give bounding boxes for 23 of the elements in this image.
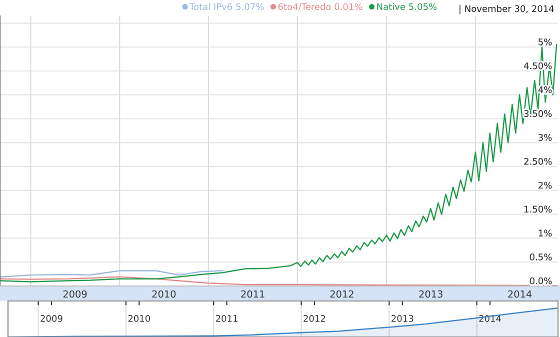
x-tick-label: 2012 (330, 290, 354, 298)
y-tick-label: 2% (538, 182, 552, 189)
x-tick-label: 2010 (152, 290, 176, 298)
legend-label: 6to4/Teredo 0.01% (278, 3, 362, 11)
y-tick-label: 2.50% (524, 158, 552, 165)
legend-label: Native 5.05% (377, 3, 437, 10)
legend-label: Total IPv6 5.07% (190, 3, 264, 10)
x-tick-label: 2011 (241, 290, 264, 298)
x-tick-label: 2013 (419, 290, 442, 298)
x-tick-label: 2010 (128, 315, 150, 322)
y-tick-label: 3% (538, 134, 552, 141)
x-tick-label: 2011 (216, 315, 238, 322)
x-tick-label: 2009 (40, 315, 62, 322)
x-tick-label: 2014 (508, 290, 532, 298)
x-tick-label: 2013 (392, 315, 414, 322)
x-tick-label: 2012 (304, 315, 326, 322)
x-tick-label: 2009 (63, 290, 87, 298)
y-tick-label: 5% (538, 38, 552, 46)
text: | November 30, 2014 (460, 5, 554, 14)
y-tick-label: 0.5% (530, 254, 552, 260)
y-tick-label: 0.0% (530, 277, 552, 284)
y-tick-label: 1.50% (524, 206, 552, 213)
y-tick-label: 1% (538, 230, 552, 236)
